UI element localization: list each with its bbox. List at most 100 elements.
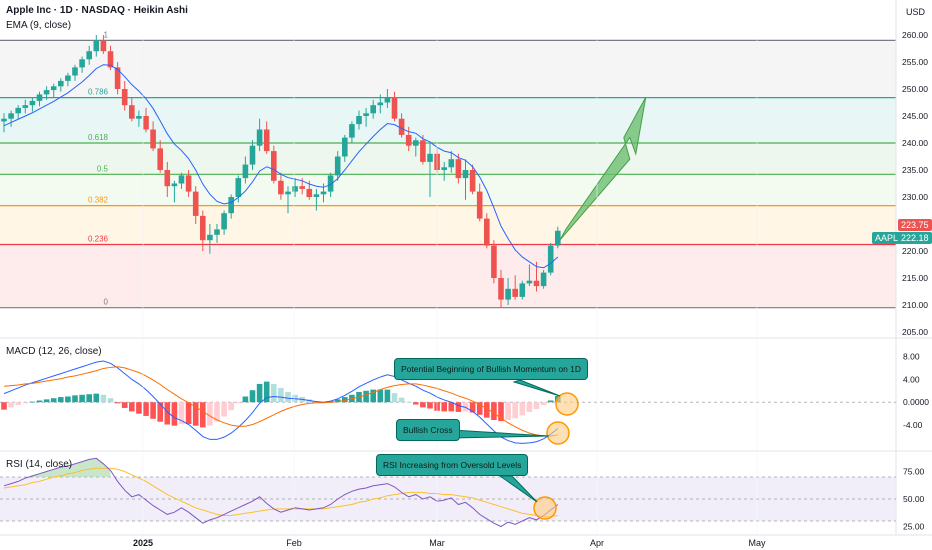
rsi-label[interactable]: RSI (14, close) (6, 459, 73, 470)
macd-histogram-bar (79, 394, 85, 403)
macd-histogram-bar (384, 389, 391, 403)
candle-body (22, 105, 29, 108)
fib-label: 0.5 (97, 164, 109, 173)
macd-histogram-bar (505, 402, 511, 420)
macd-histogram-bar (214, 402, 220, 422)
macd-histogram-bar (178, 402, 185, 424)
fib-label: 0 (104, 298, 109, 307)
candle-body (271, 151, 277, 181)
candle-body (72, 67, 78, 76)
macd-line (3, 360, 559, 444)
projection-arrow (559, 96, 647, 241)
macd-histogram-bar (491, 402, 497, 420)
candle-body (93, 40, 100, 52)
macd-histogram-bar (476, 402, 483, 415)
candle-body (164, 170, 171, 187)
price-tick-label: 215.00 (902, 273, 928, 283)
price-tick-label: 255.00 (902, 57, 928, 67)
bullish-momentum-callout[interactable]: Potential Beginning of Bullish Momentum … (394, 358, 589, 380)
candle-body (86, 51, 92, 60)
macd-histogram-bar (114, 402, 121, 404)
macd-histogram-bar (441, 402, 447, 412)
macd-histogram-bar (72, 395, 78, 403)
macd-histogram-bar (242, 396, 249, 403)
candle-body (448, 159, 455, 168)
macd-histogram-bar (150, 402, 156, 419)
candle-body (79, 59, 85, 68)
macd-histogram-bar (512, 402, 518, 419)
candle-body (129, 105, 135, 119)
macd-histogram-bar (86, 394, 92, 403)
candle-body (405, 134, 412, 146)
candle-body (157, 148, 163, 170)
macd-histogram-bar (65, 396, 71, 403)
signal-line (3, 366, 558, 437)
macd-tick-label: 8.00 (903, 351, 920, 361)
macd-histogram-bar (370, 389, 376, 403)
price-tick-label: 235.00 (902, 165, 928, 175)
macd-histogram-bar (263, 381, 270, 403)
macd-histogram-bar (398, 397, 405, 403)
macd-histogram-bar (334, 399, 341, 403)
rsi-oversold-callout[interactable]: RSI Increasing from Oversold Levels (376, 454, 529, 476)
callout-pointer (512, 379, 561, 397)
candle-body (327, 175, 334, 192)
macd-histogram-bar (427, 402, 433, 409)
time-axis-label: 2025 (133, 538, 153, 548)
macd-histogram-bar (377, 389, 384, 403)
candle-body (221, 213, 227, 230)
candle-body (420, 140, 426, 162)
chart-title: Apple Inc · 1D · NASDAQ · Heikin Ashi (6, 5, 188, 16)
candle-body (462, 170, 469, 179)
cross-circle (546, 421, 570, 445)
candle-body (484, 218, 490, 246)
price-tick-label: 250.00 (902, 84, 928, 94)
candle-body (441, 167, 447, 170)
candle-body (334, 156, 341, 176)
candle-body (29, 100, 36, 106)
fib-zone (0, 244, 896, 308)
candle-body (121, 89, 128, 106)
macd-histogram-bar (256, 383, 263, 403)
rsi-overbought-fill (32, 458, 111, 477)
candle-body (320, 191, 327, 195)
candle-body (519, 283, 526, 297)
price-tick-label: 210.00 (902, 300, 928, 310)
macd-histogram-bar (526, 402, 533, 412)
candle-body (377, 102, 384, 106)
candle-body (384, 97, 391, 103)
candle-body (278, 180, 284, 195)
high-price-tag: 223.75 (898, 219, 932, 231)
candle-body (306, 188, 313, 197)
macd-label[interactable]: MACD (12, 26, close) (6, 346, 102, 357)
candle-body (398, 118, 405, 135)
rsi-circle (533, 496, 557, 520)
fib-zone (0, 205, 896, 245)
candle-body (370, 105, 376, 114)
candle-body (476, 191, 483, 219)
macd-histogram-bar (192, 402, 199, 426)
candle-body (363, 113, 369, 116)
candle-body (313, 194, 320, 197)
macd-histogram-bar (221, 402, 227, 417)
fib-label: 1 (104, 30, 109, 39)
candle-body (178, 175, 185, 184)
ema-label[interactable]: EMA (9, close) (6, 20, 72, 31)
macd-histogram-bar (278, 387, 284, 403)
candle-body (100, 40, 107, 52)
candle-body (235, 178, 242, 197)
candle-body (207, 234, 213, 241)
candle-body (228, 197, 234, 214)
candle-body (349, 124, 355, 138)
candle-body (263, 129, 270, 152)
macd-histogram-bar (93, 393, 100, 403)
macd-histogram-bar (36, 400, 43, 403)
macd-histogram-bar (420, 402, 426, 408)
bullish-cross-callout[interactable]: Bullish Cross (396, 419, 460, 441)
macd-histogram-bar (157, 402, 163, 422)
macd-histogram-bar (107, 398, 114, 403)
currency-label[interactable]: USD (906, 7, 926, 17)
candle-body (15, 107, 21, 114)
macd-histogram-bar (185, 402, 192, 424)
